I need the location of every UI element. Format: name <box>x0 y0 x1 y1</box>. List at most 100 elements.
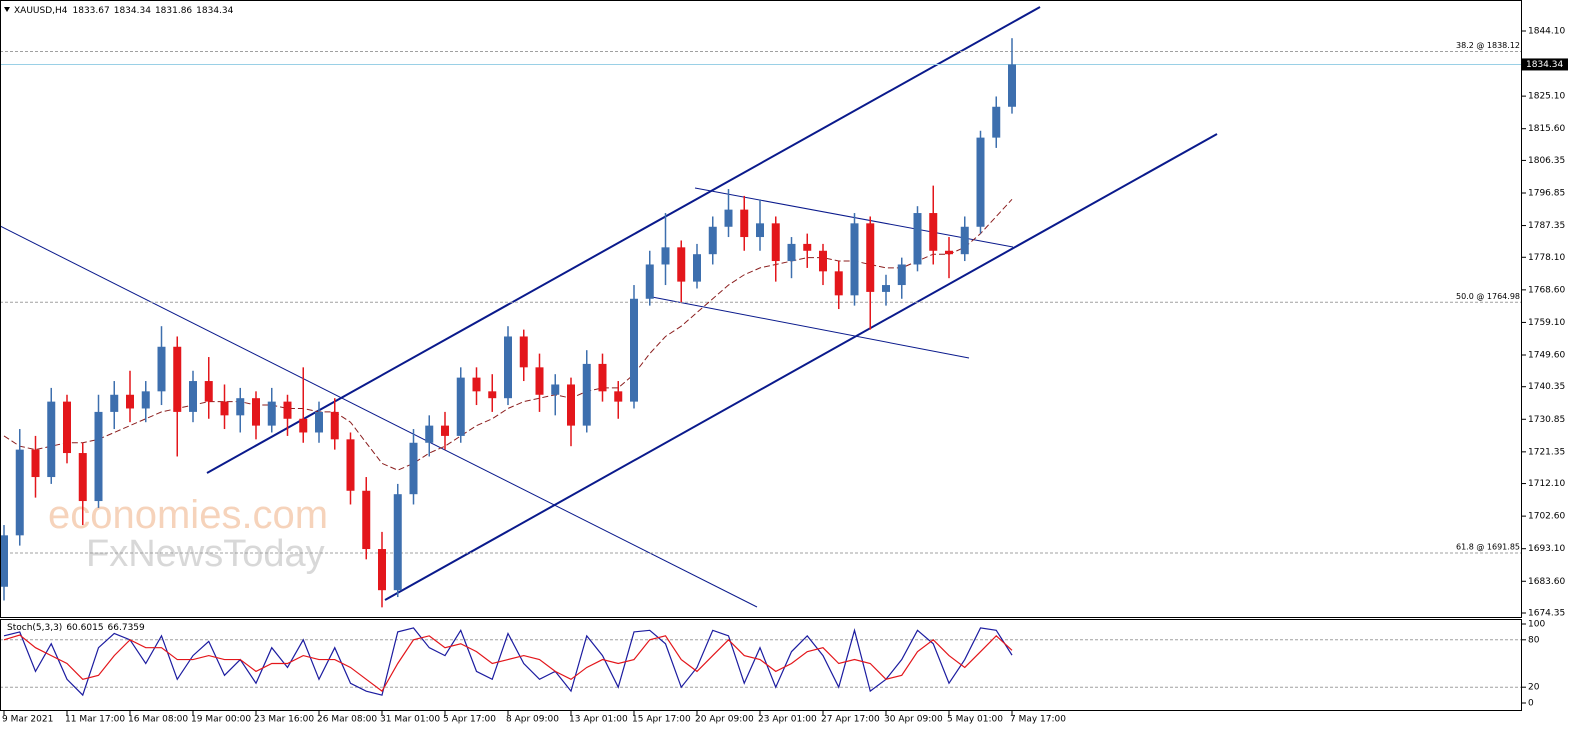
moving-average <box>3 198 1013 471</box>
candle-body <box>456 377 465 436</box>
trendlines <box>0 6 1218 608</box>
y-tick-label: 1740.35 <box>1528 382 1565 392</box>
x-tick-label: 7 May 17:00 <box>1010 715 1066 725</box>
stoch-tick-label: 0 <box>1528 699 1534 709</box>
x-tick-label: 16 Mar 08:00 <box>128 715 188 725</box>
candle-body <box>425 425 434 443</box>
header-close: 1834.34 <box>196 6 233 16</box>
candle-body <box>267 401 276 426</box>
candle-body <box>126 394 134 409</box>
x-tick-label: 23 Apr 01:00 <box>758 715 817 725</box>
candle-body <box>614 391 623 402</box>
candle-body <box>630 298 638 402</box>
y-tick-label: 1806.35 <box>1528 156 1565 166</box>
candle-body <box>645 264 654 299</box>
candle-body <box>78 453 87 502</box>
candle-body <box>1008 64 1016 107</box>
candle-body <box>472 377 481 392</box>
candle-body <box>362 490 371 550</box>
candle-body <box>252 398 260 426</box>
y-tick-label: 1787.35 <box>1528 221 1565 231</box>
price-box <box>1522 58 1568 71</box>
stoch-tick-label: 100 <box>1528 620 1545 630</box>
candle-body <box>819 250 827 272</box>
x-tick-label: 13 Apr 01:00 <box>569 715 628 725</box>
main-frame <box>0 0 1522 618</box>
candle-body <box>378 549 386 591</box>
fib-label: 50.0 @ 1764.98 <box>1456 292 1520 301</box>
y-tick-label: 1730.85 <box>1528 415 1565 425</box>
stoch-tick-label: 80 <box>1528 635 1540 645</box>
x-tick-label: 9 Mar 2021 <box>2 715 53 725</box>
candle-body <box>598 363 607 392</box>
y-tick-label: 1721.35 <box>1528 447 1565 457</box>
candle-body <box>519 336 528 368</box>
candle-body <box>488 391 497 399</box>
candle-body <box>94 411 103 502</box>
candle-body <box>283 401 292 419</box>
candle-body <box>913 213 922 265</box>
candle-body <box>850 223 859 296</box>
candle-body <box>771 223 780 262</box>
watermark-text: economies.com <box>48 493 328 537</box>
x-tick-label: 27 Apr 17:00 <box>821 715 880 725</box>
y-tick-label: 1702.60 <box>1528 512 1565 522</box>
candle-body <box>15 449 24 536</box>
stoch-title: Stoch(5,3,3) <box>7 623 62 633</box>
price-box-label: 1834.34 <box>1526 60 1563 70</box>
y-tick-label: 1674.35 <box>1528 608 1565 618</box>
candle-body <box>315 411 323 433</box>
candle-body <box>31 449 40 478</box>
header: XAUUSD,H4 1833.67 1834.34 1831.86 1834.34 <box>14 6 234 16</box>
header-low: 1831.86 <box>155 6 192 16</box>
candle-body <box>582 363 591 426</box>
y-tick-label: 1844.10 <box>1528 26 1565 36</box>
x-tick-label: 15 Apr 17:00 <box>632 715 691 725</box>
candle-body <box>661 247 670 265</box>
stoch-line <box>3 627 1013 697</box>
x-tick-label: 11 Mar 17:00 <box>65 715 125 725</box>
stoch-header: Stoch(5,3,3) 60.6015 66.7359 <box>7 623 145 633</box>
x-tick-label: 5 May 01:00 <box>947 715 1003 725</box>
watermark-text: FxNewsToday <box>86 533 325 575</box>
x-tick-label: 31 Mar 01:00 <box>380 715 440 725</box>
candle-body <box>740 209 749 238</box>
candle-body <box>535 367 544 395</box>
candle-body <box>47 401 56 478</box>
candle-body <box>834 271 843 296</box>
candle-body <box>551 384 560 395</box>
candle-body <box>677 247 686 282</box>
x-tick-label: 26 Mar 08:00 <box>317 715 377 725</box>
stoch-signal: 66.7359 <box>108 623 145 633</box>
y-tick-label: 1825.10 <box>1528 92 1565 102</box>
candle-body <box>787 243 796 262</box>
y-tick-label: 1683.60 <box>1528 577 1565 587</box>
stoch-line <box>3 634 1013 693</box>
candle-body <box>236 398 245 416</box>
y-tick-label: 1768.60 <box>1528 285 1565 295</box>
x-tick-label: 19 Mar 00:00 <box>191 715 251 725</box>
candle-body <box>897 264 906 286</box>
y-tick-label: 1815.60 <box>1528 124 1565 134</box>
x-tick-label: 5 Apr 17:00 <box>443 715 496 725</box>
x-tick-label: 23 Mar 16:00 <box>254 715 314 725</box>
candle-body <box>724 209 733 227</box>
candle-body <box>567 384 575 426</box>
candle-body <box>63 401 71 454</box>
header-high: 1834.34 <box>114 6 151 16</box>
collapse-icon[interactable] <box>4 7 10 12</box>
candle-body <box>409 442 418 495</box>
candle-body <box>173 346 182 412</box>
candle-body <box>330 411 339 440</box>
candle-body <box>882 285 890 292</box>
candle-body <box>866 223 875 292</box>
candle-body <box>141 391 150 409</box>
channel-upper <box>206 6 1041 474</box>
candle-body <box>960 226 969 255</box>
candle-body <box>992 106 1001 138</box>
descending-line <box>0 225 758 608</box>
y-tick-label: 1796.85 <box>1528 188 1565 198</box>
candle-body <box>708 226 717 255</box>
